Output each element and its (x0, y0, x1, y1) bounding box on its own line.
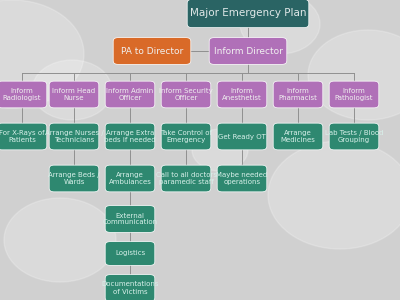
Text: Inform
Pathologist: Inform Pathologist (335, 88, 373, 101)
Text: Inform Security
Officer: Inform Security Officer (159, 88, 213, 101)
FancyBboxPatch shape (161, 81, 211, 108)
FancyBboxPatch shape (217, 123, 267, 150)
Text: Documentations
of Victims: Documentations of Victims (101, 281, 159, 295)
Text: Arrange Extra
beds if needed: Arrange Extra beds if needed (104, 130, 156, 143)
FancyBboxPatch shape (273, 81, 323, 108)
Text: Inform
Anesthetist: Inform Anesthetist (222, 88, 262, 101)
Text: Inform
Pharmacist: Inform Pharmacist (278, 88, 318, 101)
Circle shape (192, 129, 248, 171)
FancyBboxPatch shape (49, 165, 99, 192)
FancyBboxPatch shape (49, 81, 99, 108)
Text: Inform Admin
Officer: Inform Admin Officer (106, 88, 154, 101)
Text: PA to Director: PA to Director (121, 46, 183, 56)
FancyBboxPatch shape (0, 123, 47, 150)
FancyBboxPatch shape (209, 38, 287, 64)
FancyBboxPatch shape (0, 81, 47, 108)
Text: External
Communication: External Communication (102, 212, 158, 226)
Text: Inform Director: Inform Director (214, 46, 282, 56)
FancyBboxPatch shape (329, 81, 379, 108)
Circle shape (240, 0, 320, 54)
Circle shape (4, 198, 116, 282)
Text: Lab Tests / Blood
Grouping: Lab Tests / Blood Grouping (325, 130, 383, 143)
Text: Arrange
Ambulances: Arrange Ambulances (108, 172, 152, 185)
FancyBboxPatch shape (217, 81, 267, 108)
Text: For X-Rays of
Patients: For X-Rays of Patients (0, 130, 45, 143)
FancyBboxPatch shape (105, 81, 155, 108)
Circle shape (308, 30, 400, 120)
Text: Inform
Radiologist: Inform Radiologist (3, 88, 41, 101)
FancyBboxPatch shape (105, 165, 155, 192)
FancyBboxPatch shape (329, 123, 379, 150)
Text: Take Control of
Emergency: Take Control of Emergency (160, 130, 212, 143)
FancyBboxPatch shape (217, 165, 267, 192)
FancyBboxPatch shape (105, 206, 155, 232)
FancyBboxPatch shape (187, 0, 309, 28)
Text: Maybe needed
operations: Maybe needed operations (216, 172, 268, 185)
Text: Arrange Beds /
Wards: Arrange Beds / Wards (48, 172, 100, 185)
Text: Logistics: Logistics (115, 250, 145, 256)
Circle shape (268, 141, 400, 249)
FancyBboxPatch shape (105, 123, 155, 150)
Text: Arrange
Medicines: Arrange Medicines (280, 130, 316, 143)
FancyBboxPatch shape (273, 123, 323, 150)
Circle shape (0, 0, 84, 108)
FancyBboxPatch shape (161, 165, 211, 192)
FancyBboxPatch shape (105, 275, 155, 300)
FancyBboxPatch shape (161, 123, 211, 150)
Circle shape (32, 60, 112, 120)
Text: Get Ready OT: Get Ready OT (218, 134, 266, 140)
FancyBboxPatch shape (113, 38, 191, 64)
FancyBboxPatch shape (105, 242, 155, 265)
Text: Arrange Nurses /
Technicians: Arrange Nurses / Technicians (45, 130, 103, 143)
Text: Major Emergency Plan: Major Emergency Plan (190, 8, 306, 19)
Text: Call to all doctors
paramedic staff: Call to all doctors paramedic staff (156, 172, 216, 185)
FancyBboxPatch shape (49, 123, 99, 150)
Text: Inform Head
Nurse: Inform Head Nurse (52, 88, 96, 101)
